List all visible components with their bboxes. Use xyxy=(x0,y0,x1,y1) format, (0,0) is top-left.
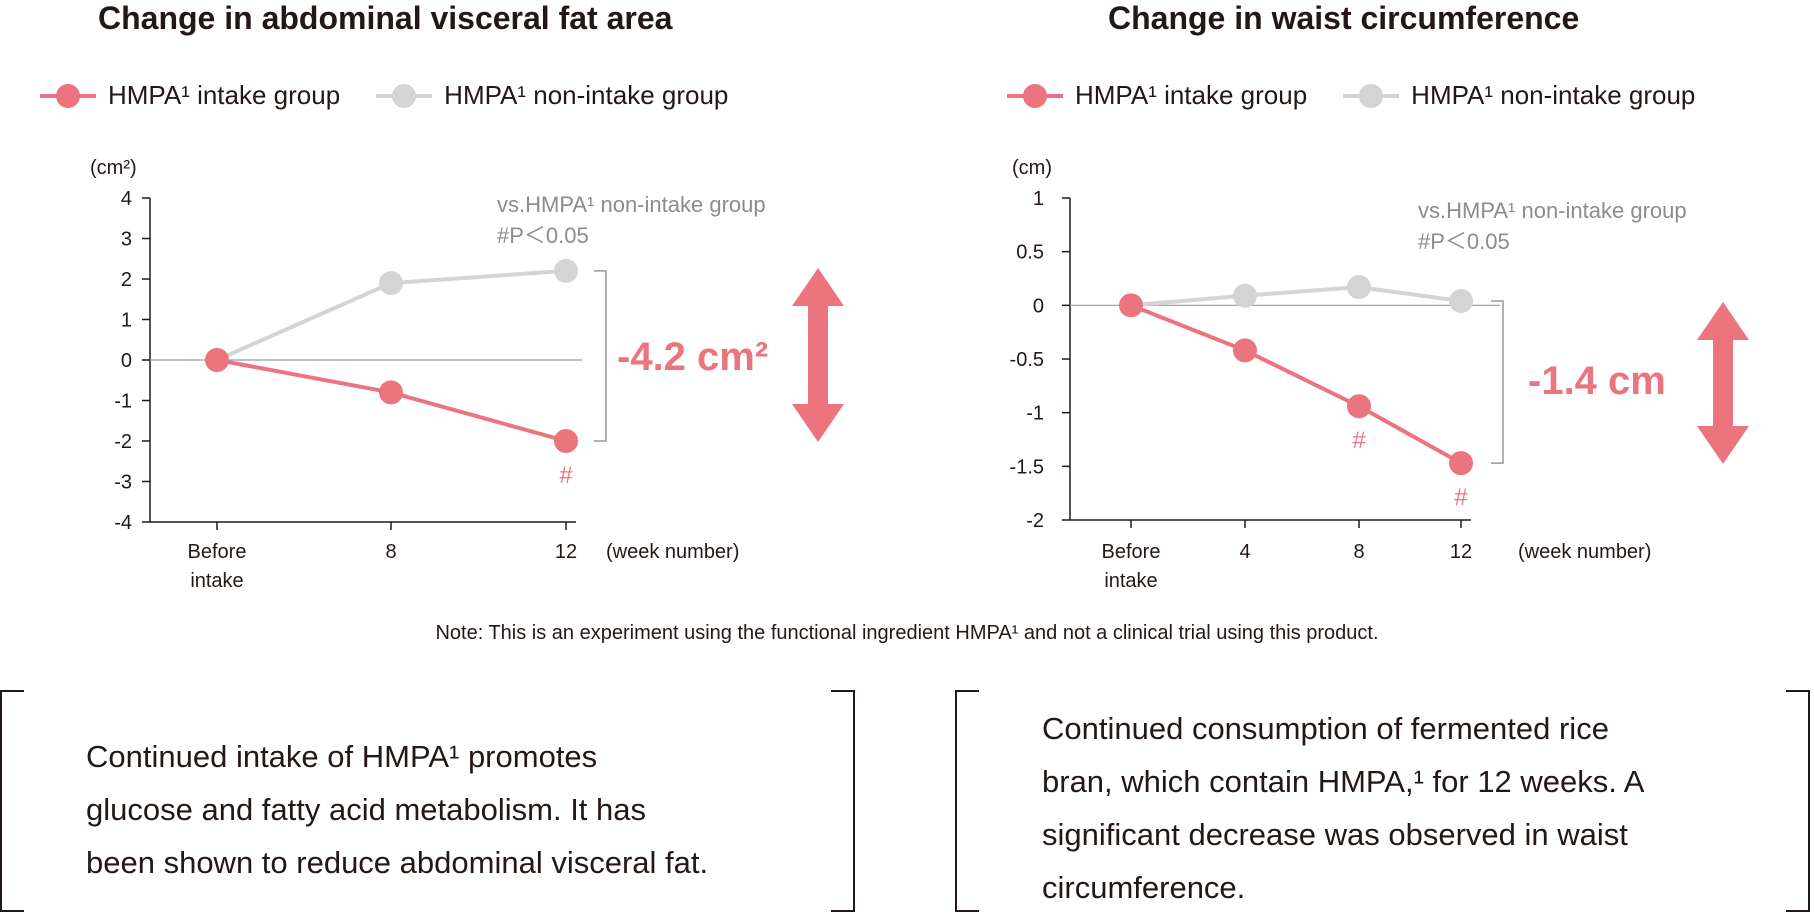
data-point-nonintake xyxy=(554,258,578,283)
x-tick-label: 12 xyxy=(1450,541,1472,563)
x-axis-label: (week number) xyxy=(1518,541,1651,563)
legend-intake-marker-icon xyxy=(40,83,96,108)
legend-nonintake-label: HMPA¹ non-intake group xyxy=(444,80,729,110)
data-point-nonintake xyxy=(1233,283,1257,308)
legend-intake: HMPA¹ intake group xyxy=(40,80,340,111)
summary-line: been shown to reduce abdominal visceral … xyxy=(86,845,709,880)
significance-note: vs.HMPA¹ non-intake group xyxy=(1418,198,1687,223)
y-tick-label: -1 xyxy=(1026,403,1044,425)
y-tick-label: -1.5 xyxy=(1010,456,1044,478)
charts-canvas: 4 3 2 1 0 -1 -2 -3 -4 (cm²) Before intake 8 12 (week n… xyxy=(90,157,1749,592)
summary-text-left: Continued intake of HMPA¹ promotes gluco… xyxy=(86,730,708,889)
significance-mark: # xyxy=(1454,484,1468,511)
double-arrow-icon xyxy=(1697,302,1749,464)
data-point-intake xyxy=(379,380,403,405)
y-axis-label: (cm²) xyxy=(90,157,137,179)
bracket-left xyxy=(0,690,24,912)
y-tick-label: 3 xyxy=(121,229,132,251)
chart1-legend: HMPA¹ intake group HMPA¹ non-intake grou… xyxy=(40,80,764,111)
bracket-right xyxy=(1786,690,1810,912)
series-line-intake xyxy=(1130,303,1462,465)
legend-intake-marker-icon xyxy=(1007,83,1063,108)
x-tick-label: 12 xyxy=(555,541,577,563)
chart1-title: Change in abdominal visceral fat area xyxy=(98,0,673,36)
data-point-intake xyxy=(1119,293,1143,318)
y-tick-label: 1 xyxy=(1033,188,1044,210)
difference-bracket xyxy=(594,270,607,442)
chart2-legend: HMPA¹ intake group HMPA¹ non-intake grou… xyxy=(1007,80,1731,111)
y-tick-label: 0.5 xyxy=(1016,242,1044,264)
bracket-left xyxy=(955,690,979,912)
y-tick-label: 0 xyxy=(121,350,132,372)
y-tick-label: 2 xyxy=(121,269,132,291)
x-tick-label: 8 xyxy=(385,541,396,563)
significance-mark: # xyxy=(1352,427,1366,454)
summary-line: glucose and fatty acid metabolism. It ha… xyxy=(86,792,647,827)
x-tick-label: Before xyxy=(1102,541,1161,563)
x-tick-label: 8 xyxy=(1353,541,1364,563)
data-point-nonintake xyxy=(1347,275,1371,300)
y-tick-label: -3 xyxy=(114,472,132,494)
summary-line: significant decrease was observed in wai… xyxy=(1042,817,1628,852)
double-arrow-icon xyxy=(792,268,844,442)
summary-text-right: Continued consumption of fermented rice … xyxy=(1042,702,1644,914)
series-line-nonintake xyxy=(1130,285,1462,308)
summary-line: circumference. xyxy=(1042,870,1246,905)
legend-intake-label: HMPA¹ intake group xyxy=(1075,80,1308,110)
y-tick-label: -4 xyxy=(114,512,132,534)
significance-mark: # xyxy=(559,462,573,489)
summary-panel-left: Continued intake of HMPA¹ promotes gluco… xyxy=(0,690,855,912)
significance-note: #P＜0.05 xyxy=(497,223,589,248)
legend-nonintake-marker-icon xyxy=(376,83,433,108)
difference-bracket xyxy=(1491,300,1504,464)
y-axis-label: (cm) xyxy=(1012,157,1052,179)
x-tick-label: intake xyxy=(190,570,243,592)
legend-nonintake: HMPA¹ non-intake group xyxy=(1343,80,1695,111)
legend-nonintake: HMPA¹ non-intake group xyxy=(376,80,728,111)
data-point-intake xyxy=(1449,451,1473,476)
summary-line: Continued consumption of fermented rice xyxy=(1042,711,1609,746)
chart2-title: Change in waist circumference xyxy=(1108,0,1580,36)
y-tick-label: 4 xyxy=(121,188,132,210)
x-tick-label: 4 xyxy=(1239,541,1250,563)
x-axis-label: (week number) xyxy=(606,541,739,563)
significance-note: vs.HMPA¹ non-intake group xyxy=(497,192,766,217)
data-point-intake xyxy=(554,429,578,453)
significance-note: #P＜0.05 xyxy=(1418,229,1510,254)
summary-line: bran, which contain HMPA,¹ for 12 weeks.… xyxy=(1042,764,1645,799)
y-tick-label: -2 xyxy=(1026,510,1044,532)
footnote: Note: This is an experiment using the fu… xyxy=(435,622,1379,644)
data-point-intake xyxy=(205,348,229,372)
data-point-intake xyxy=(1347,394,1371,419)
legend-intake: HMPA¹ intake group xyxy=(1007,80,1307,111)
data-point-nonintake xyxy=(379,271,403,296)
data-point-intake xyxy=(1233,338,1257,363)
legend-nonintake-label: HMPA¹ non-intake group xyxy=(1411,80,1696,110)
difference-label: -4.2 cm² xyxy=(617,335,768,379)
difference-label: -1.4 cm xyxy=(1528,359,1666,403)
legend-intake-label: HMPA¹ intake group xyxy=(108,80,341,110)
summary-line: Continued intake of HMPA¹ promotes xyxy=(86,739,598,774)
x-tick-label: intake xyxy=(1104,570,1157,592)
y-tick-label: -2 xyxy=(114,431,132,453)
y-tick-label: -1 xyxy=(114,391,132,413)
data-point-nonintake xyxy=(1449,289,1473,314)
summary-panel-right: Continued consumption of fermented rice … xyxy=(955,690,1810,912)
y-tick-label: 1 xyxy=(121,310,132,332)
y-tick-label: -0.5 xyxy=(1010,349,1044,371)
y-tick-label: 0 xyxy=(1033,295,1044,317)
legend-nonintake-marker-icon xyxy=(1343,83,1400,108)
bracket-right xyxy=(831,690,855,912)
x-tick-label: Before xyxy=(188,541,247,563)
